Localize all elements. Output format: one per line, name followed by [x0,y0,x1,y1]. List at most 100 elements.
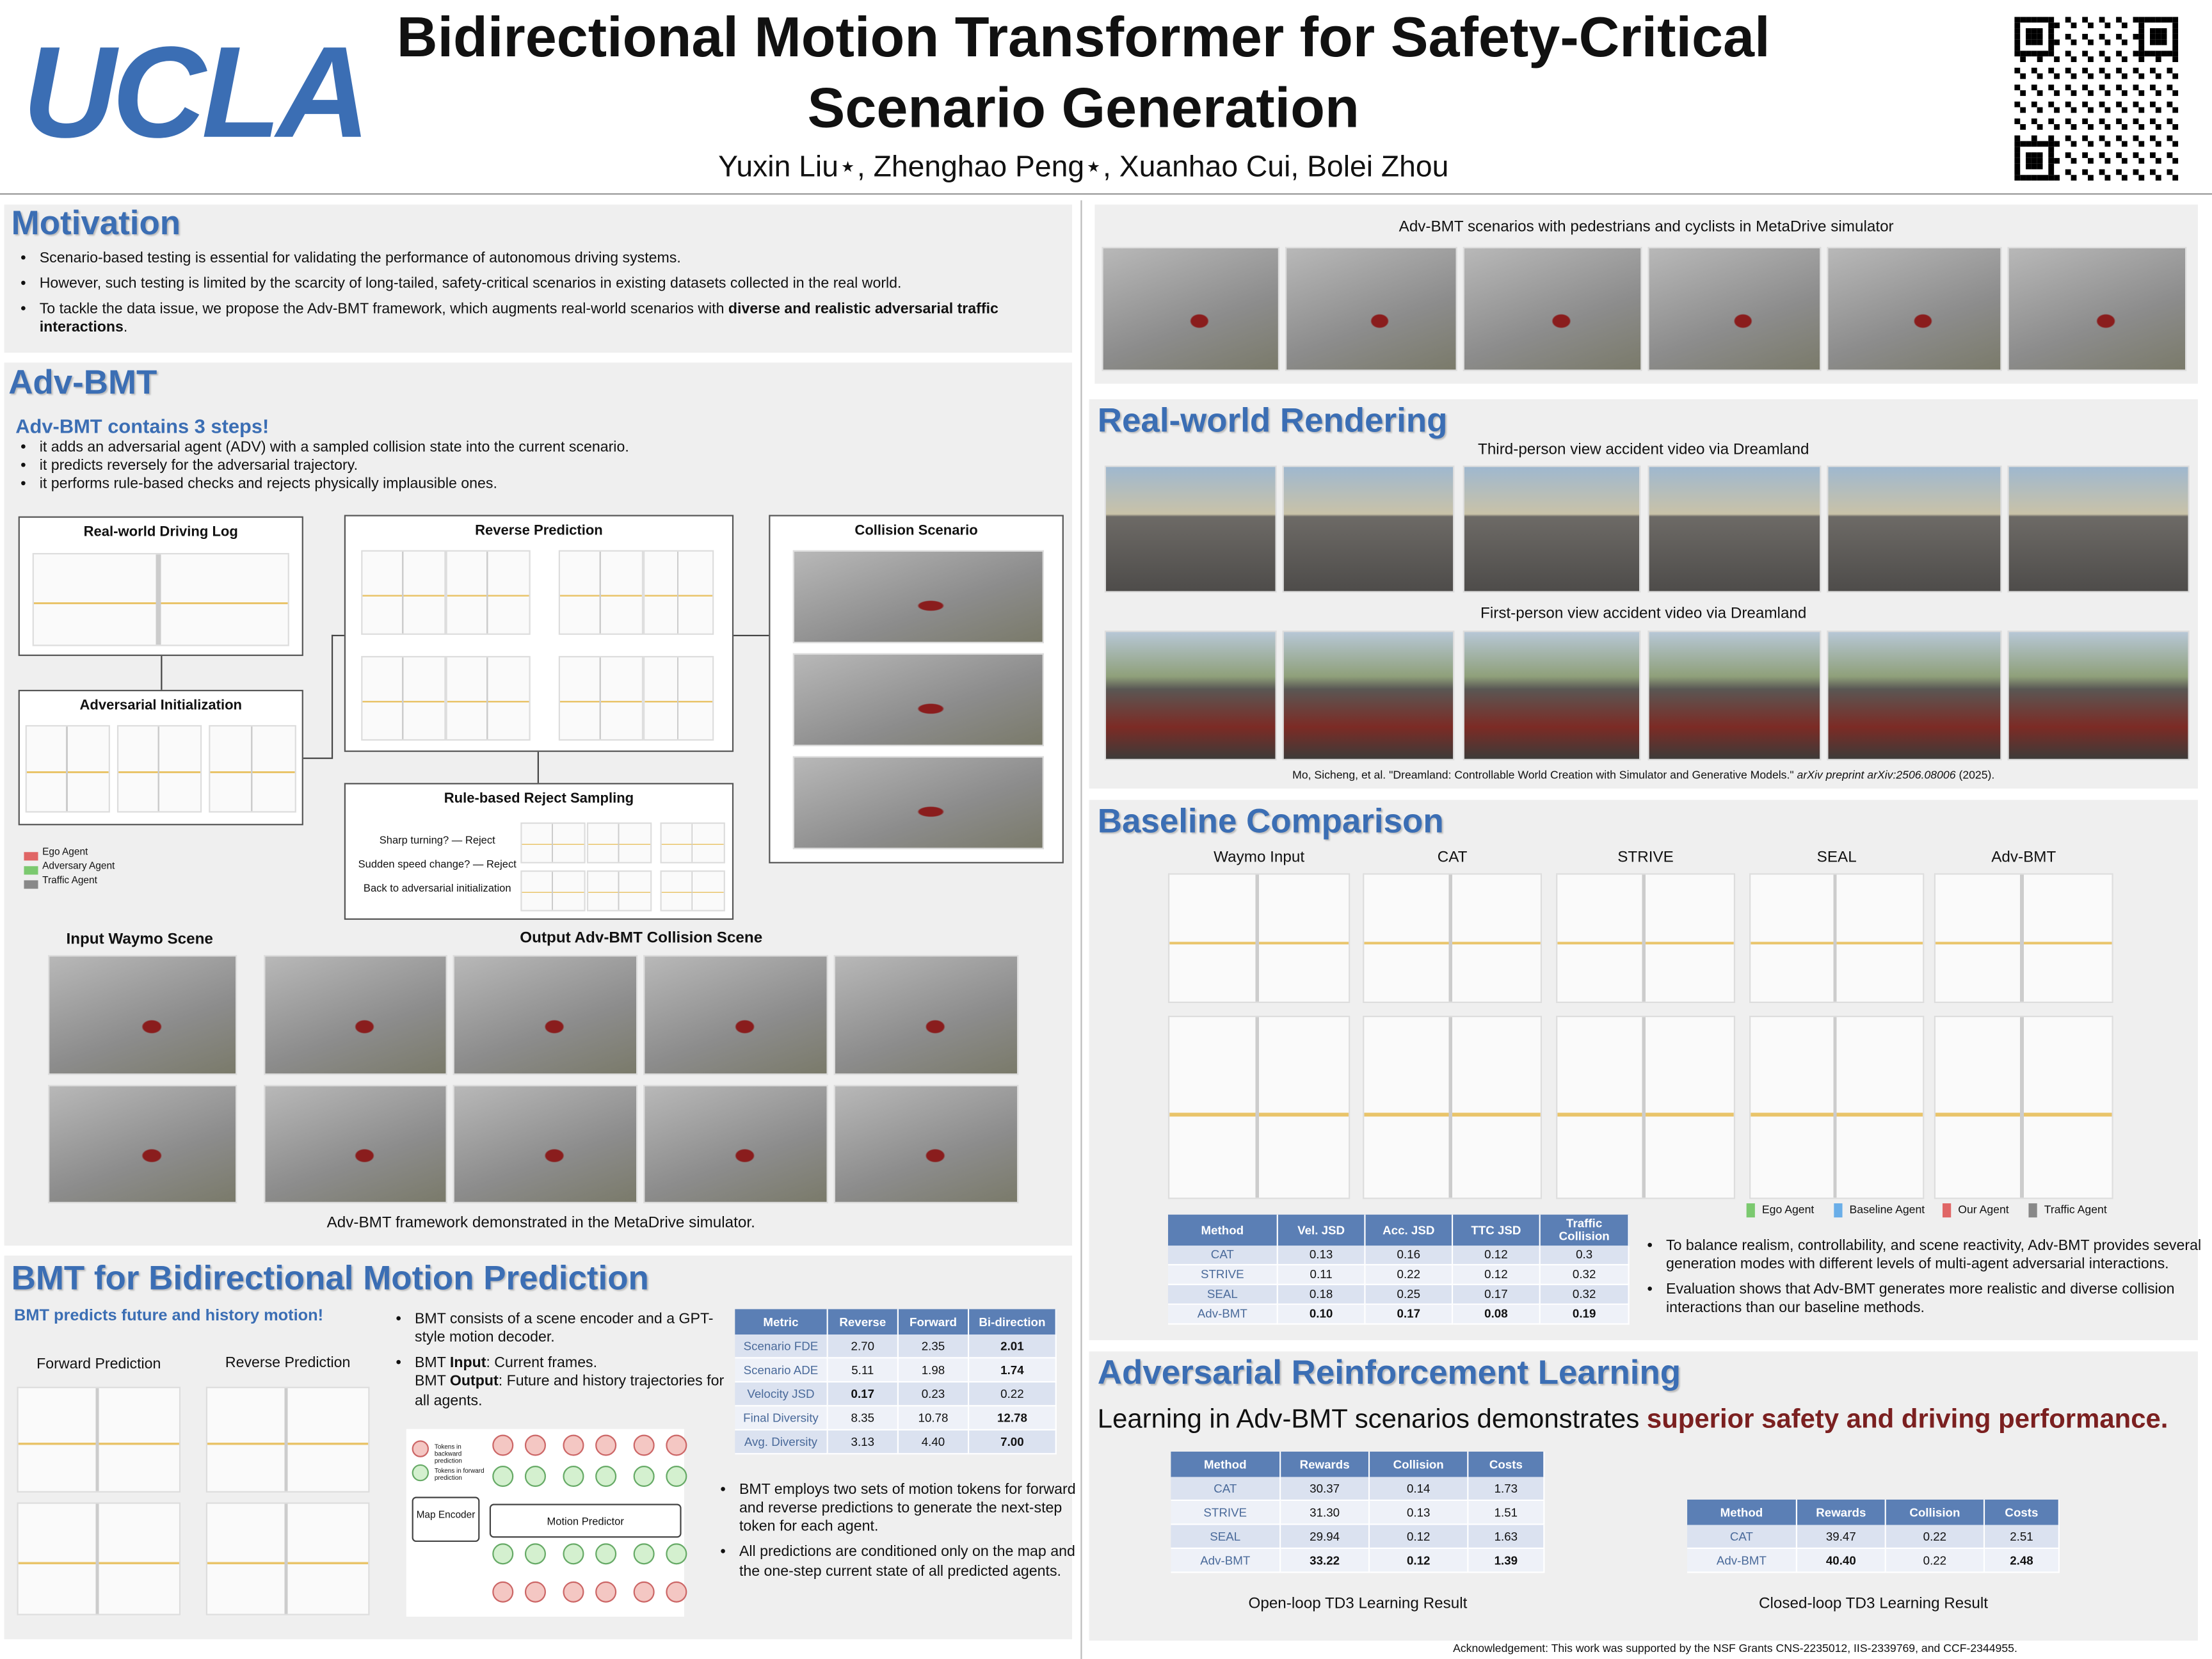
table-cell: 2.51 [1985,1525,2060,1550]
qr-module [2167,118,2173,124]
image-label: Output Adv-BMT Collision Scene [520,929,763,947]
qr-module [2054,22,2060,29]
qr-module [2099,152,2105,158]
qr-module [2048,157,2055,164]
column-label: Waymo Input [1214,849,1305,867]
qr-module [2155,33,2161,40]
qr-module [2104,141,2111,147]
text-segment: Input [449,1354,486,1372]
bullet-item: However, such testing is limited by the … [40,275,1055,294]
image [1556,1015,1736,1199]
qr-module [2071,107,2077,113]
token-swatch [412,1440,429,1457]
qr-module [2037,90,2043,96]
table-header-cell: TTC JSD [1453,1214,1541,1246]
column-label: CAT [1437,849,1468,867]
table-cell: Velocity JSD [735,1382,828,1407]
qr-module [2071,157,2077,164]
qr-module [2138,22,2145,29]
qr-module [2026,51,2032,57]
table-cell: 5.11 [828,1358,899,1382]
qr-module [2121,141,2128,147]
bullet-item: BMT employs two sets of motion tokens fo… [739,1481,1092,1537]
image [445,550,531,635]
qr-module [2048,101,2055,108]
qr-module [2037,163,2043,170]
table-cell: 8.35 [828,1406,899,1431]
image [1749,873,1925,1004]
qr-module [2155,175,2161,181]
qr-module [2020,141,2026,147]
qr-module [2138,33,2145,40]
qr-module [2155,90,2161,96]
qr-module [2088,141,2094,147]
token [563,1581,584,1603]
qr-module [2155,39,2161,45]
bullet-list: it adds an adversarial agent (ADV) with … [17,438,1083,494]
table-cell: Avg. Diversity [735,1430,828,1455]
qr-module [2138,73,2145,79]
qr-module [2138,17,2145,23]
qr-module [2150,152,2156,158]
qr-module [2144,17,2151,23]
table-cell: 1.39 [1468,1549,1545,1573]
qr-module [2048,45,2055,51]
table-cell: Adv-BMT [1687,1549,1797,1573]
table-cell: Adv-BMT [1171,1549,1281,1573]
text-segment: Output [449,1373,499,1390]
qr-module [2082,152,2088,158]
legend-swatch [24,852,38,861]
qr-module [2121,73,2128,79]
image [1285,246,1457,371]
qr-module [2172,56,2179,62]
image [17,1502,181,1615]
qr-module [2121,90,2128,96]
qr-module [2048,169,2055,175]
image [1282,630,1455,760]
qr-module [2121,22,2128,29]
image [1827,246,2002,371]
text-segment: Learning in Adv-BMT scenarios demonstrat… [1097,1405,1647,1435]
qr-module [2071,141,2077,147]
table-cell: 0.16 [1365,1246,1454,1266]
qr-module [2133,101,2139,108]
qr-module [2099,84,2105,91]
qr-module [2116,169,2122,175]
table-cell: 0.08 [1453,1304,1541,1325]
table-cell: 2.01 [969,1334,1057,1359]
image [1749,1015,1925,1199]
table-cell: 0.11 [1278,1265,1366,1285]
image [1102,246,1280,371]
legend-swatch [24,880,38,889]
qr-module [2099,135,2105,141]
qr-module [2020,51,2026,57]
qr-module [2082,33,2088,40]
qr-module [2161,28,2167,34]
text-segment: BMT [414,1354,450,1372]
table-cell: Scenario FDE [735,1334,828,1359]
qr-module [2138,124,2145,130]
qr-module [2031,51,2037,57]
qr-module [2167,51,2173,57]
table-cell: 0.19 [1540,1304,1630,1325]
image [1167,873,1350,1004]
qr-module [2014,118,2021,124]
qr-module [2082,135,2088,141]
qr-module [2167,169,2173,175]
table-cell: CAT [1167,1246,1278,1266]
qr-module [2172,22,2179,29]
qr-module [2155,107,2161,113]
token [524,1434,546,1456]
qr-module [2031,141,2037,147]
qr-module [2116,51,2122,57]
qr-module [2150,17,2156,23]
qr-module [2071,22,2077,29]
qr-module [2065,51,2071,57]
section-title: Adversarial Reinforcement Learning [1097,1354,1681,1393]
token [563,1434,584,1456]
image [1556,873,1736,1004]
bullet-list: Scenario-based testing is essential for … [17,250,1055,345]
qr-module [2104,107,2111,113]
box-title: Collision Scenario [854,523,978,539]
table-cell: 0.23 [898,1382,970,1407]
